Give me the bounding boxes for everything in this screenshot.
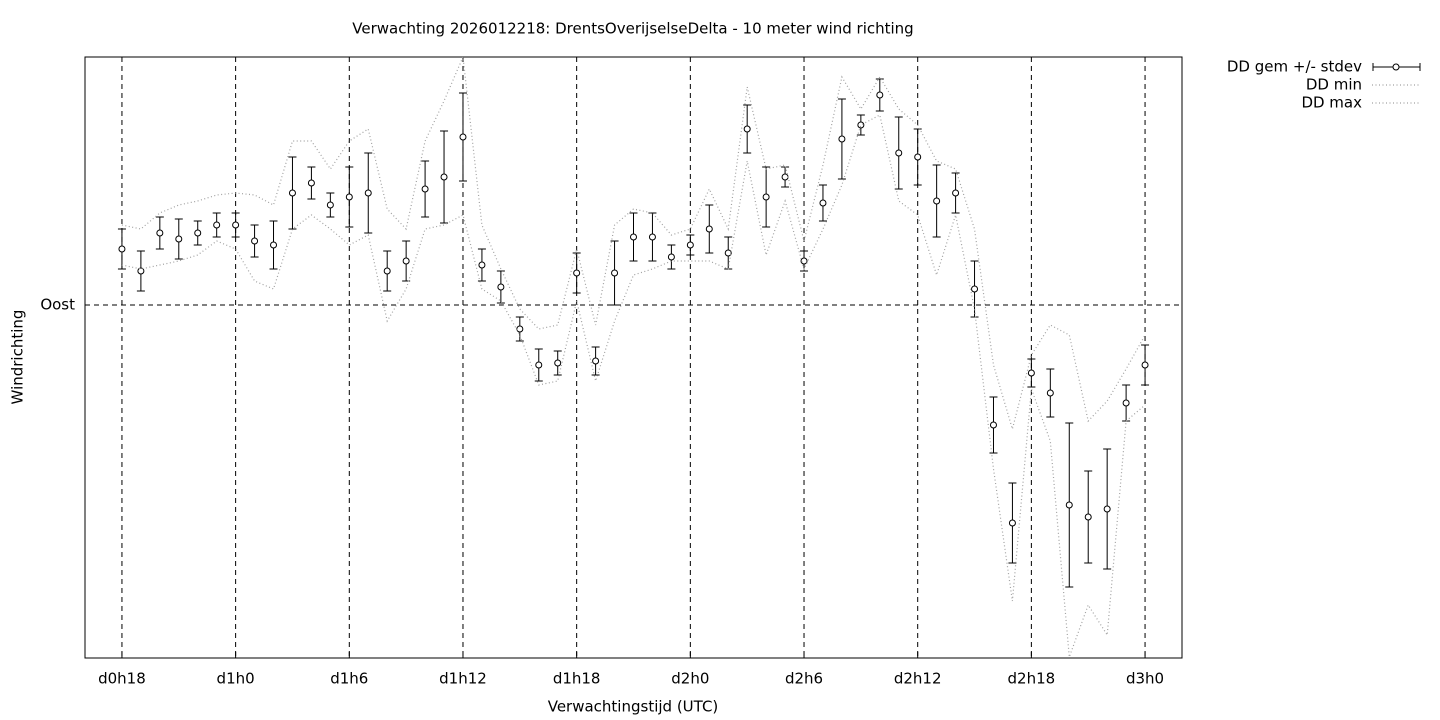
legend-label: DD gem +/- stdev: [1227, 58, 1362, 76]
point: [971, 285, 979, 293]
point: [592, 357, 600, 365]
point: [288, 189, 296, 197]
y-axis-label: Windrichting: [9, 310, 27, 405]
point: [914, 153, 922, 161]
x-tick-label: d1h18: [553, 670, 601, 688]
point: [611, 269, 619, 277]
point: [630, 233, 637, 241]
point: [402, 257, 410, 265]
x-tick-label: d3h0: [1126, 670, 1164, 688]
plot-frame: [84, 56, 1183, 659]
point: [1084, 513, 1092, 521]
point: [326, 201, 334, 209]
point: [573, 269, 581, 277]
x-tick-label: d1h6: [330, 670, 368, 688]
line: [121, 114, 1146, 658]
point: [876, 91, 884, 99]
point: [440, 173, 448, 181]
point: [270, 241, 278, 249]
point: [1122, 399, 1130, 407]
point: [1046, 389, 1054, 397]
point: [667, 253, 675, 261]
x-tick-label: d1h0: [217, 670, 255, 688]
point: [554, 359, 562, 367]
point: [800, 257, 808, 265]
point: [705, 225, 713, 233]
point: [251, 237, 259, 245]
point: [421, 185, 429, 193]
point: [1141, 361, 1149, 369]
point: [1008, 519, 1016, 527]
point: [1027, 369, 1035, 377]
point: [535, 361, 543, 369]
x-axis-label: Verwachtingstijd (UTC): [548, 698, 719, 716]
x-tick-label: d2h12: [894, 670, 942, 688]
point: [838, 135, 846, 143]
y-tick-label: Oost: [40, 296, 75, 314]
point: [516, 325, 524, 333]
point: [648, 233, 656, 241]
point: [497, 283, 505, 291]
legend-label: DD max: [1301, 94, 1362, 112]
point: [194, 229, 202, 237]
point: [1103, 505, 1111, 513]
point: [989, 421, 997, 429]
point: [857, 121, 865, 129]
point: [232, 221, 240, 229]
x-tick-label: d1h12: [439, 670, 487, 688]
point: [743, 125, 751, 133]
legend-label: DD min: [1306, 76, 1362, 94]
point: [781, 173, 789, 181]
point: [383, 267, 391, 275]
legend-swatch: [1392, 63, 1400, 71]
line: [121, 54, 1146, 432]
chart-title: Verwachting 2026012218: DrentsOverijsels…: [352, 20, 913, 38]
point: [156, 229, 164, 237]
x-tick-label: d0h18: [98, 670, 146, 688]
point: [686, 241, 694, 249]
point: [952, 189, 960, 197]
point: [478, 261, 486, 269]
point: [175, 235, 183, 243]
x-tick-label: d2h0: [671, 670, 709, 688]
point: [895, 149, 903, 157]
point: [1065, 501, 1073, 509]
x-tick-label: d2h18: [1008, 670, 1056, 688]
point: [137, 267, 145, 275]
point: [724, 249, 732, 257]
point: [459, 133, 467, 141]
point: [345, 193, 353, 201]
x-tick-label: d2h6: [785, 670, 823, 688]
point: [213, 221, 221, 229]
point: [933, 197, 941, 205]
point: [819, 199, 827, 207]
point: [364, 189, 372, 197]
point: [307, 179, 315, 187]
point: [118, 245, 126, 253]
point: [762, 193, 770, 201]
